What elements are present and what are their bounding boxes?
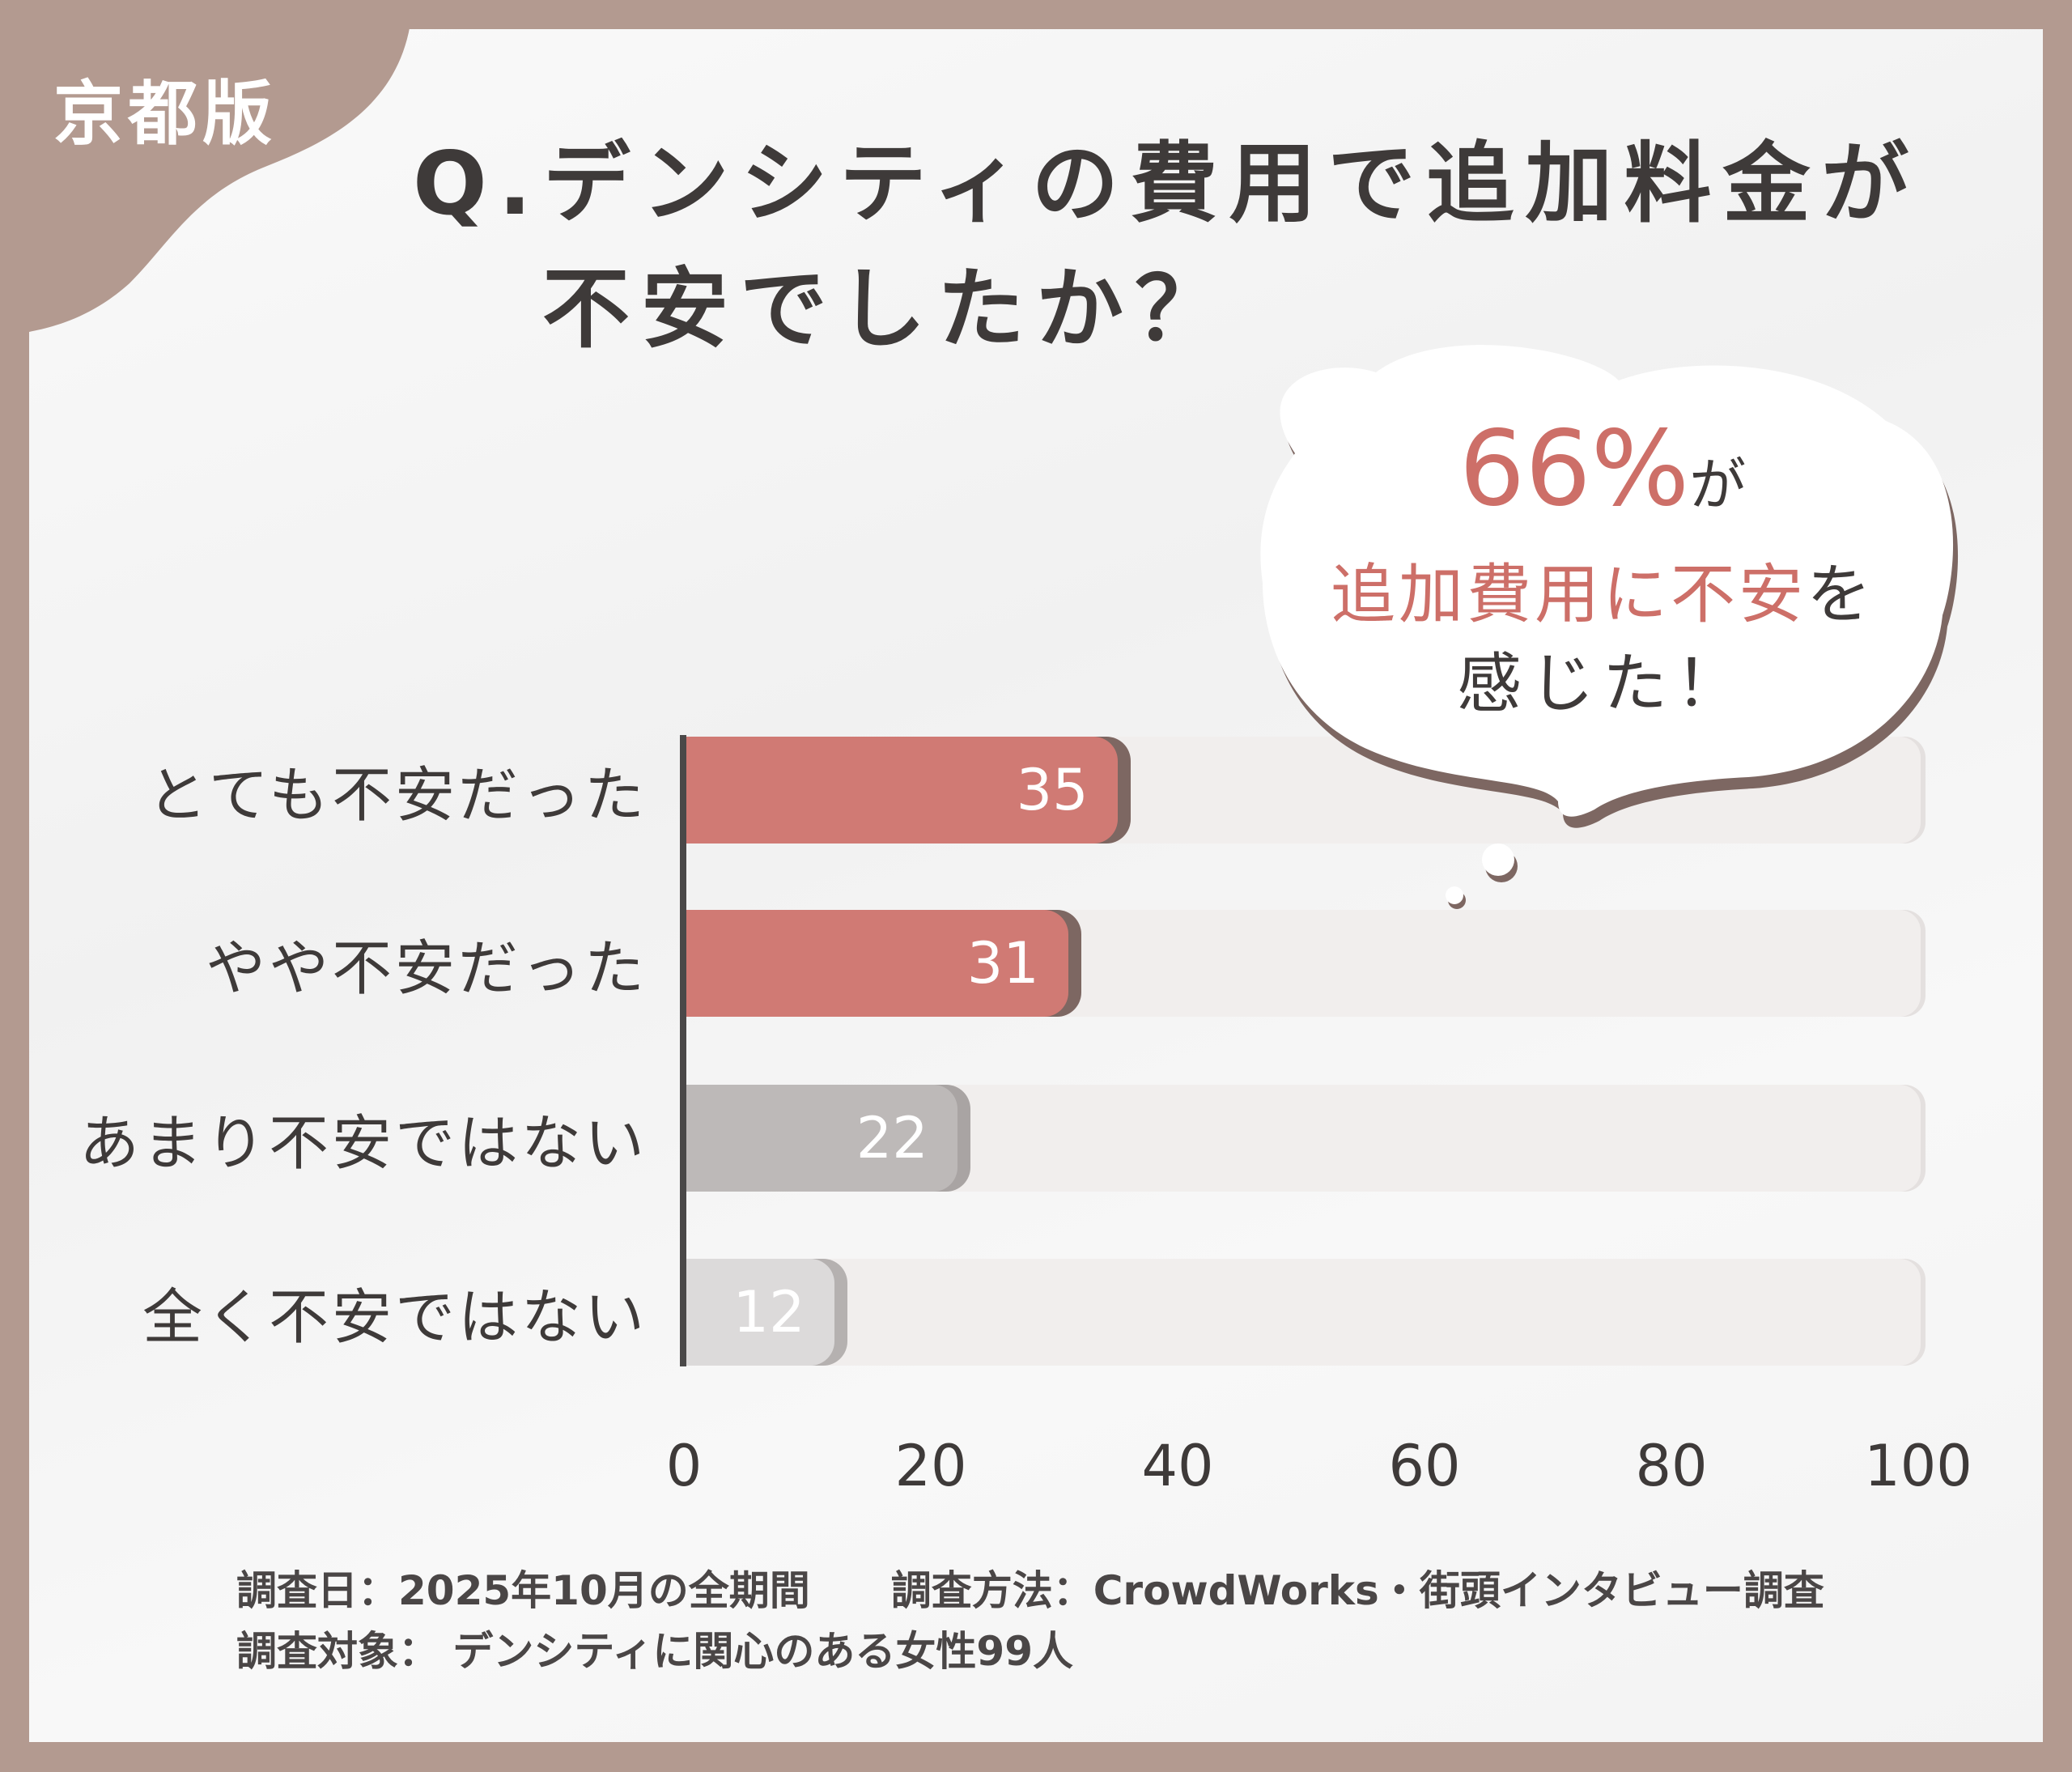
infographic-card	[29, 29, 2043, 1742]
bar-value-label: 31	[966, 930, 1039, 996]
corner-shape	[0, 0, 413, 332]
callout-wo: を	[1807, 557, 1875, 632]
x-tick-label: 0	[665, 1433, 703, 1499]
bar-track	[686, 1259, 1921, 1366]
bar	[686, 737, 1118, 844]
x-tick-label: 100	[1864, 1433, 1972, 1499]
category-label: 全く不安ではない	[142, 1282, 648, 1353]
x-tick-label: 80	[1635, 1433, 1708, 1499]
category-label: とても不安だった	[146, 760, 648, 831]
bar	[686, 1259, 834, 1366]
callout-line-2: 追加費用に不安を	[1271, 542, 1934, 636]
bar-value-label: 35	[1016, 757, 1089, 823]
bar	[686, 910, 1068, 1017]
x-tick-label: 20	[894, 1433, 967, 1499]
callout-headline: 66%が	[1271, 409, 1934, 529]
callout-ga: が	[1689, 452, 1747, 518]
x-tick-label: 60	[1388, 1433, 1461, 1499]
bar-value-label: 12	[732, 1279, 805, 1345]
category-label: あまり不安ではない	[79, 1108, 648, 1179]
callout-percent: 66%	[1458, 409, 1690, 529]
callout-line-3: 感じた！	[1457, 646, 1748, 721]
callout-highlight: 追加費用に不安	[1331, 557, 1807, 632]
category-label: やや不安だった	[206, 933, 648, 1004]
title-line-2: 不安でしたか？	[542, 259, 1234, 360]
bar	[686, 1085, 957, 1192]
footer-survey-info: 調査日：2025年10月の全期間 調査方法：CrowdWorks・街頭インタビュ…	[236, 1567, 1824, 1614]
y-axis-line	[680, 735, 686, 1366]
speech-bubble	[1260, 345, 1959, 909]
x-tick-label: 40	[1141, 1433, 1214, 1499]
title-line-1: Q.デンシティの費用で追加料金が	[413, 134, 1921, 235]
bar-value-label: 22	[856, 1105, 928, 1171]
region-badge: 京都版	[53, 74, 277, 155]
footer-survey-target: 調査対象： デンシティに関心のある女性99人	[236, 1628, 1073, 1675]
